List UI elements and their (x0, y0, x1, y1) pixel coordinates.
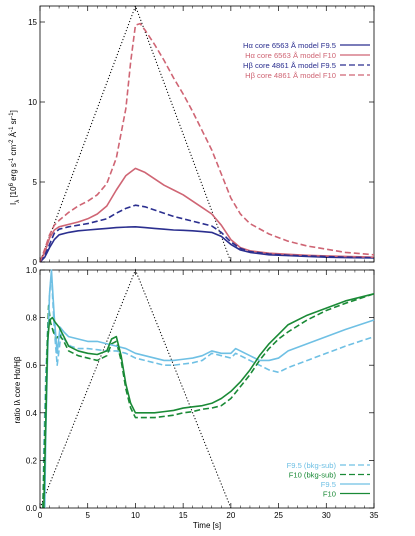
x-axis-label: Time [s] (193, 521, 221, 530)
legend-label: Hβ core 4861 Å model F10 (245, 71, 336, 80)
y-tick-label: 15 (28, 18, 37, 27)
top-legend: Hα core 6563 Å model F9.5Hα core 6563 Å … (243, 41, 370, 80)
bottom-panel: 0 5 10 15 20 25 30 35 0.0 0.2 0.4 0.6 0.8 1.0 F9.5 (b… (13, 266, 379, 530)
driver-profile-line (39, 268, 232, 509)
y-tick-label: 5 (33, 178, 38, 187)
x-tick-label: 10 (131, 511, 140, 520)
x-tick-label: 20 (226, 511, 235, 520)
top-panel: 0 5 10 15 Hα core 6563 Å model F9.5Hα core … (9, 4, 375, 267)
bottom-axis-ticks: 0 5 10 15 20 25 30 35 0.0 0.2 0.4 0.6 0.8 1.0 (26, 266, 379, 520)
y-tick-label: 1.0 (26, 266, 38, 275)
series-line-3 (39, 204, 375, 263)
series-line-1 (42, 273, 375, 509)
legend-label: F10 (bkg-sub) (289, 471, 337, 480)
bottom-y-axis-label: ratio Iλ core Hα/Hβ (13, 356, 22, 423)
top-y-axis-label: Iλ [106 erg s-1 cm-2 Å-1 sr-1] (9, 110, 21, 205)
y-tick-label: 0.0 (26, 504, 38, 513)
bottom-driver-profile (39, 268, 232, 509)
x-tick-label: 25 (274, 511, 283, 520)
bottom-plot-frame (39, 269, 375, 509)
x-tick-label: 5 (85, 511, 90, 520)
y-tick-label: 0 (33, 258, 38, 267)
x-tick-label: 30 (322, 511, 331, 520)
top-plot-frame (39, 5, 375, 263)
driver-profile-line (39, 4, 232, 263)
legend-label: Hβ core 4861 Å model F9.5 (243, 61, 336, 70)
y-tick-label: 0.8 (26, 314, 38, 323)
x-tick-label: 0 (38, 511, 43, 520)
top-driver-profile (39, 4, 232, 263)
top-series-group (39, 22, 375, 263)
top-axis-ticks: 0 5 10 15 (28, 6, 375, 267)
y-tick-label: 0.6 (26, 361, 38, 370)
series-line-4 (39, 22, 375, 263)
y-tick-label: 0.4 (26, 409, 38, 418)
x-tick-label: 35 (370, 511, 379, 520)
series-line-4 (43, 293, 375, 509)
series-line-2 (39, 167, 375, 263)
legend-label: F9.5 (321, 480, 336, 489)
series-line-3 (43, 269, 375, 509)
series-line-2 (42, 293, 375, 509)
x-tick-label: 15 (179, 511, 188, 520)
legend-label: Hα core 6563 Å model F10 (245, 51, 336, 60)
y-tick-label: 10 (28, 98, 37, 107)
y-tick-label: 0.2 (26, 456, 38, 465)
legend-label: Hα core 6563 Å model F9.5 (243, 41, 336, 50)
bottom-series-group (42, 269, 375, 509)
legend-label: F10 (323, 490, 336, 499)
legend-label: F9.5 (bkg-sub) (287, 461, 337, 470)
